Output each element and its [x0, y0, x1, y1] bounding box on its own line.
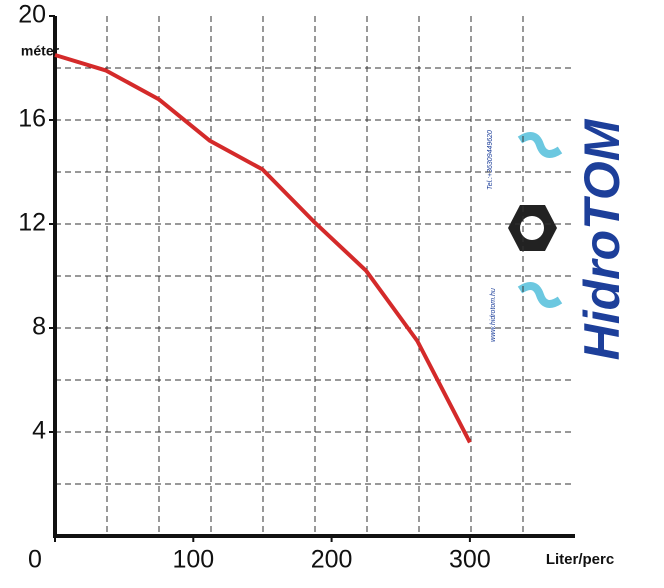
- x-tick-label: 100: [172, 546, 214, 574]
- x-tick-label: 300: [449, 546, 491, 574]
- logo-wave: [517, 132, 563, 158]
- logo-web: www.hidrotom.hu: [490, 288, 497, 342]
- logo-wave: [517, 282, 563, 308]
- x-tick-label: 0: [28, 546, 42, 574]
- logo-hole: [520, 216, 544, 240]
- y-tick-label: 8: [32, 313, 46, 341]
- logo-brand: HidroTOM: [574, 118, 630, 360]
- logo: HidroTOM Tel.:+36309449620 www.hidrotom.…: [487, 118, 630, 360]
- y-tick-label: 4: [32, 417, 46, 445]
- logo-phone: Tel.:+36309449620: [487, 130, 494, 190]
- y-tick-label: 20: [18, 1, 46, 29]
- y-tick-label: 12: [18, 209, 46, 237]
- x-axis-label: Liter/perc: [546, 551, 614, 568]
- y-tick-label: 16: [18, 105, 46, 133]
- curve: [54, 53, 472, 444]
- y-axis-label: méter: [21, 43, 60, 59]
- x-tick-label: 200: [311, 546, 353, 574]
